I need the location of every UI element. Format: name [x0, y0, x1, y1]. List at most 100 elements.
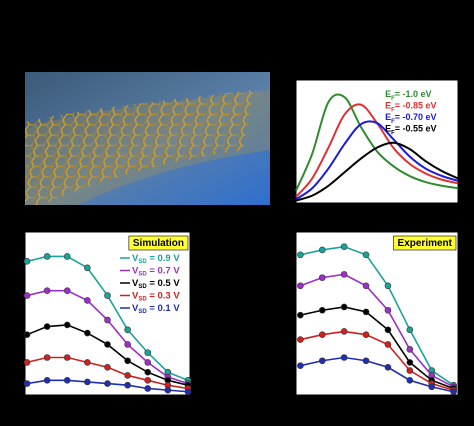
annotation: Experiment: [393, 235, 457, 251]
legend-subscript: F: [391, 130, 395, 136]
legend-text: V: [132, 303, 139, 314]
legend-text: V: [132, 278, 139, 289]
data-point: [318, 306, 326, 314]
data-point: [84, 329, 91, 337]
data-point: [297, 362, 304, 369]
legend-label: EF= -0.55 eV: [385, 124, 436, 136]
annotation-text: Simulation: [133, 238, 184, 249]
legend-text: V: [132, 253, 139, 264]
legend-text: V: [132, 265, 139, 276]
legend-subscript: F: [391, 107, 395, 113]
data-point: [384, 282, 392, 290]
data-point: [23, 292, 31, 299]
data-point: [63, 321, 71, 329]
legend-text: = 0.3 V: [147, 290, 181, 301]
annotation: Simulation: [128, 235, 189, 251]
data-point: [43, 323, 51, 330]
legend-label: EF= -0.85 eV: [385, 101, 436, 113]
data-point: [406, 326, 414, 334]
data-point: [104, 316, 111, 324]
series-line: [300, 330, 454, 391]
legend-text: = 0.9 V: [147, 253, 181, 264]
series-line: [300, 245, 455, 386]
legend-text: = 0.1 V: [147, 303, 181, 314]
data-point: [362, 308, 370, 316]
legend-subscript: SD: [138, 309, 147, 315]
legend-text: = 0.5 V: [147, 278, 181, 289]
data-point: [297, 336, 304, 343]
data-point: [43, 354, 51, 361]
data-point: [23, 380, 31, 387]
data-point: [84, 378, 91, 386]
data-point: [318, 331, 326, 338]
data-point: [297, 282, 304, 290]
legend-subscript: F: [391, 96, 395, 102]
legend-subscript: SD: [138, 284, 147, 290]
data-point: [384, 306, 392, 314]
series-line: [295, 141, 459, 202]
data-point: [318, 246, 326, 254]
data-point: [43, 287, 51, 294]
data-point: [384, 363, 392, 371]
data-point: [84, 359, 91, 366]
data-point: [384, 326, 392, 334]
data-point: [104, 380, 111, 387]
legend-subscript: SD: [138, 271, 147, 277]
legend-label: VSD = 0.1 V: [132, 303, 180, 315]
series-line: [295, 93, 459, 192]
legend-text: = -0.55 eV: [395, 124, 437, 134]
legend-text: = -1.0 eV: [395, 89, 432, 99]
data-point: [184, 388, 192, 396]
data-point: [340, 271, 348, 278]
data-point: [63, 377, 71, 384]
data-point: [23, 359, 31, 366]
data-point: [318, 274, 326, 281]
data-point: [124, 381, 131, 389]
data-point: [318, 357, 326, 365]
legend-text: = -0.70 eV: [395, 112, 437, 122]
data-point: [43, 377, 51, 384]
series-line: [300, 273, 454, 388]
series-line: [300, 306, 454, 390]
legend-text: E: [385, 112, 391, 122]
data-point: [124, 357, 131, 365]
data-point: [384, 341, 392, 348]
data-point: [84, 297, 91, 304]
legend-subscript: SD: [138, 259, 147, 265]
legend-label: VSD = 0.9 V: [132, 253, 180, 265]
legend-label: VSD = 0.7 V: [132, 265, 180, 277]
data-point: [297, 311, 304, 319]
legend-text: = 0.7 V: [147, 265, 181, 276]
legend-text: V: [132, 290, 139, 301]
data-point: [104, 292, 111, 299]
annotation-text: Experiment: [398, 238, 453, 249]
data-point: [406, 377, 414, 384]
data-point: [144, 385, 152, 392]
data-point: [124, 341, 131, 348]
data-point: [63, 287, 71, 294]
legend-label: VSD = 0.3 V: [132, 290, 180, 302]
data-point: [124, 326, 131, 334]
data-point: [362, 282, 370, 290]
data-point: [144, 349, 152, 356]
legend-text: E: [385, 124, 391, 134]
data-point: [406, 359, 414, 366]
annotation-box: [128, 235, 189, 251]
data-point: [63, 253, 71, 260]
data-point: [164, 386, 172, 394]
data-point: [43, 253, 51, 260]
data-point: [362, 357, 370, 365]
data-point: [428, 383, 436, 391]
legend-label: VSD = 0.5 V: [132, 278, 180, 290]
legend-text: E: [385, 89, 391, 99]
legend-text: = -0.85 eV: [395, 101, 437, 111]
data-point: [340, 303, 348, 311]
data-point: [124, 372, 131, 379]
data-point: [104, 341, 111, 348]
data-point: [297, 251, 304, 259]
legend-label: EF= -1.0 eV: [385, 89, 431, 101]
data-point: [340, 328, 348, 335]
data-point: [23, 258, 31, 265]
